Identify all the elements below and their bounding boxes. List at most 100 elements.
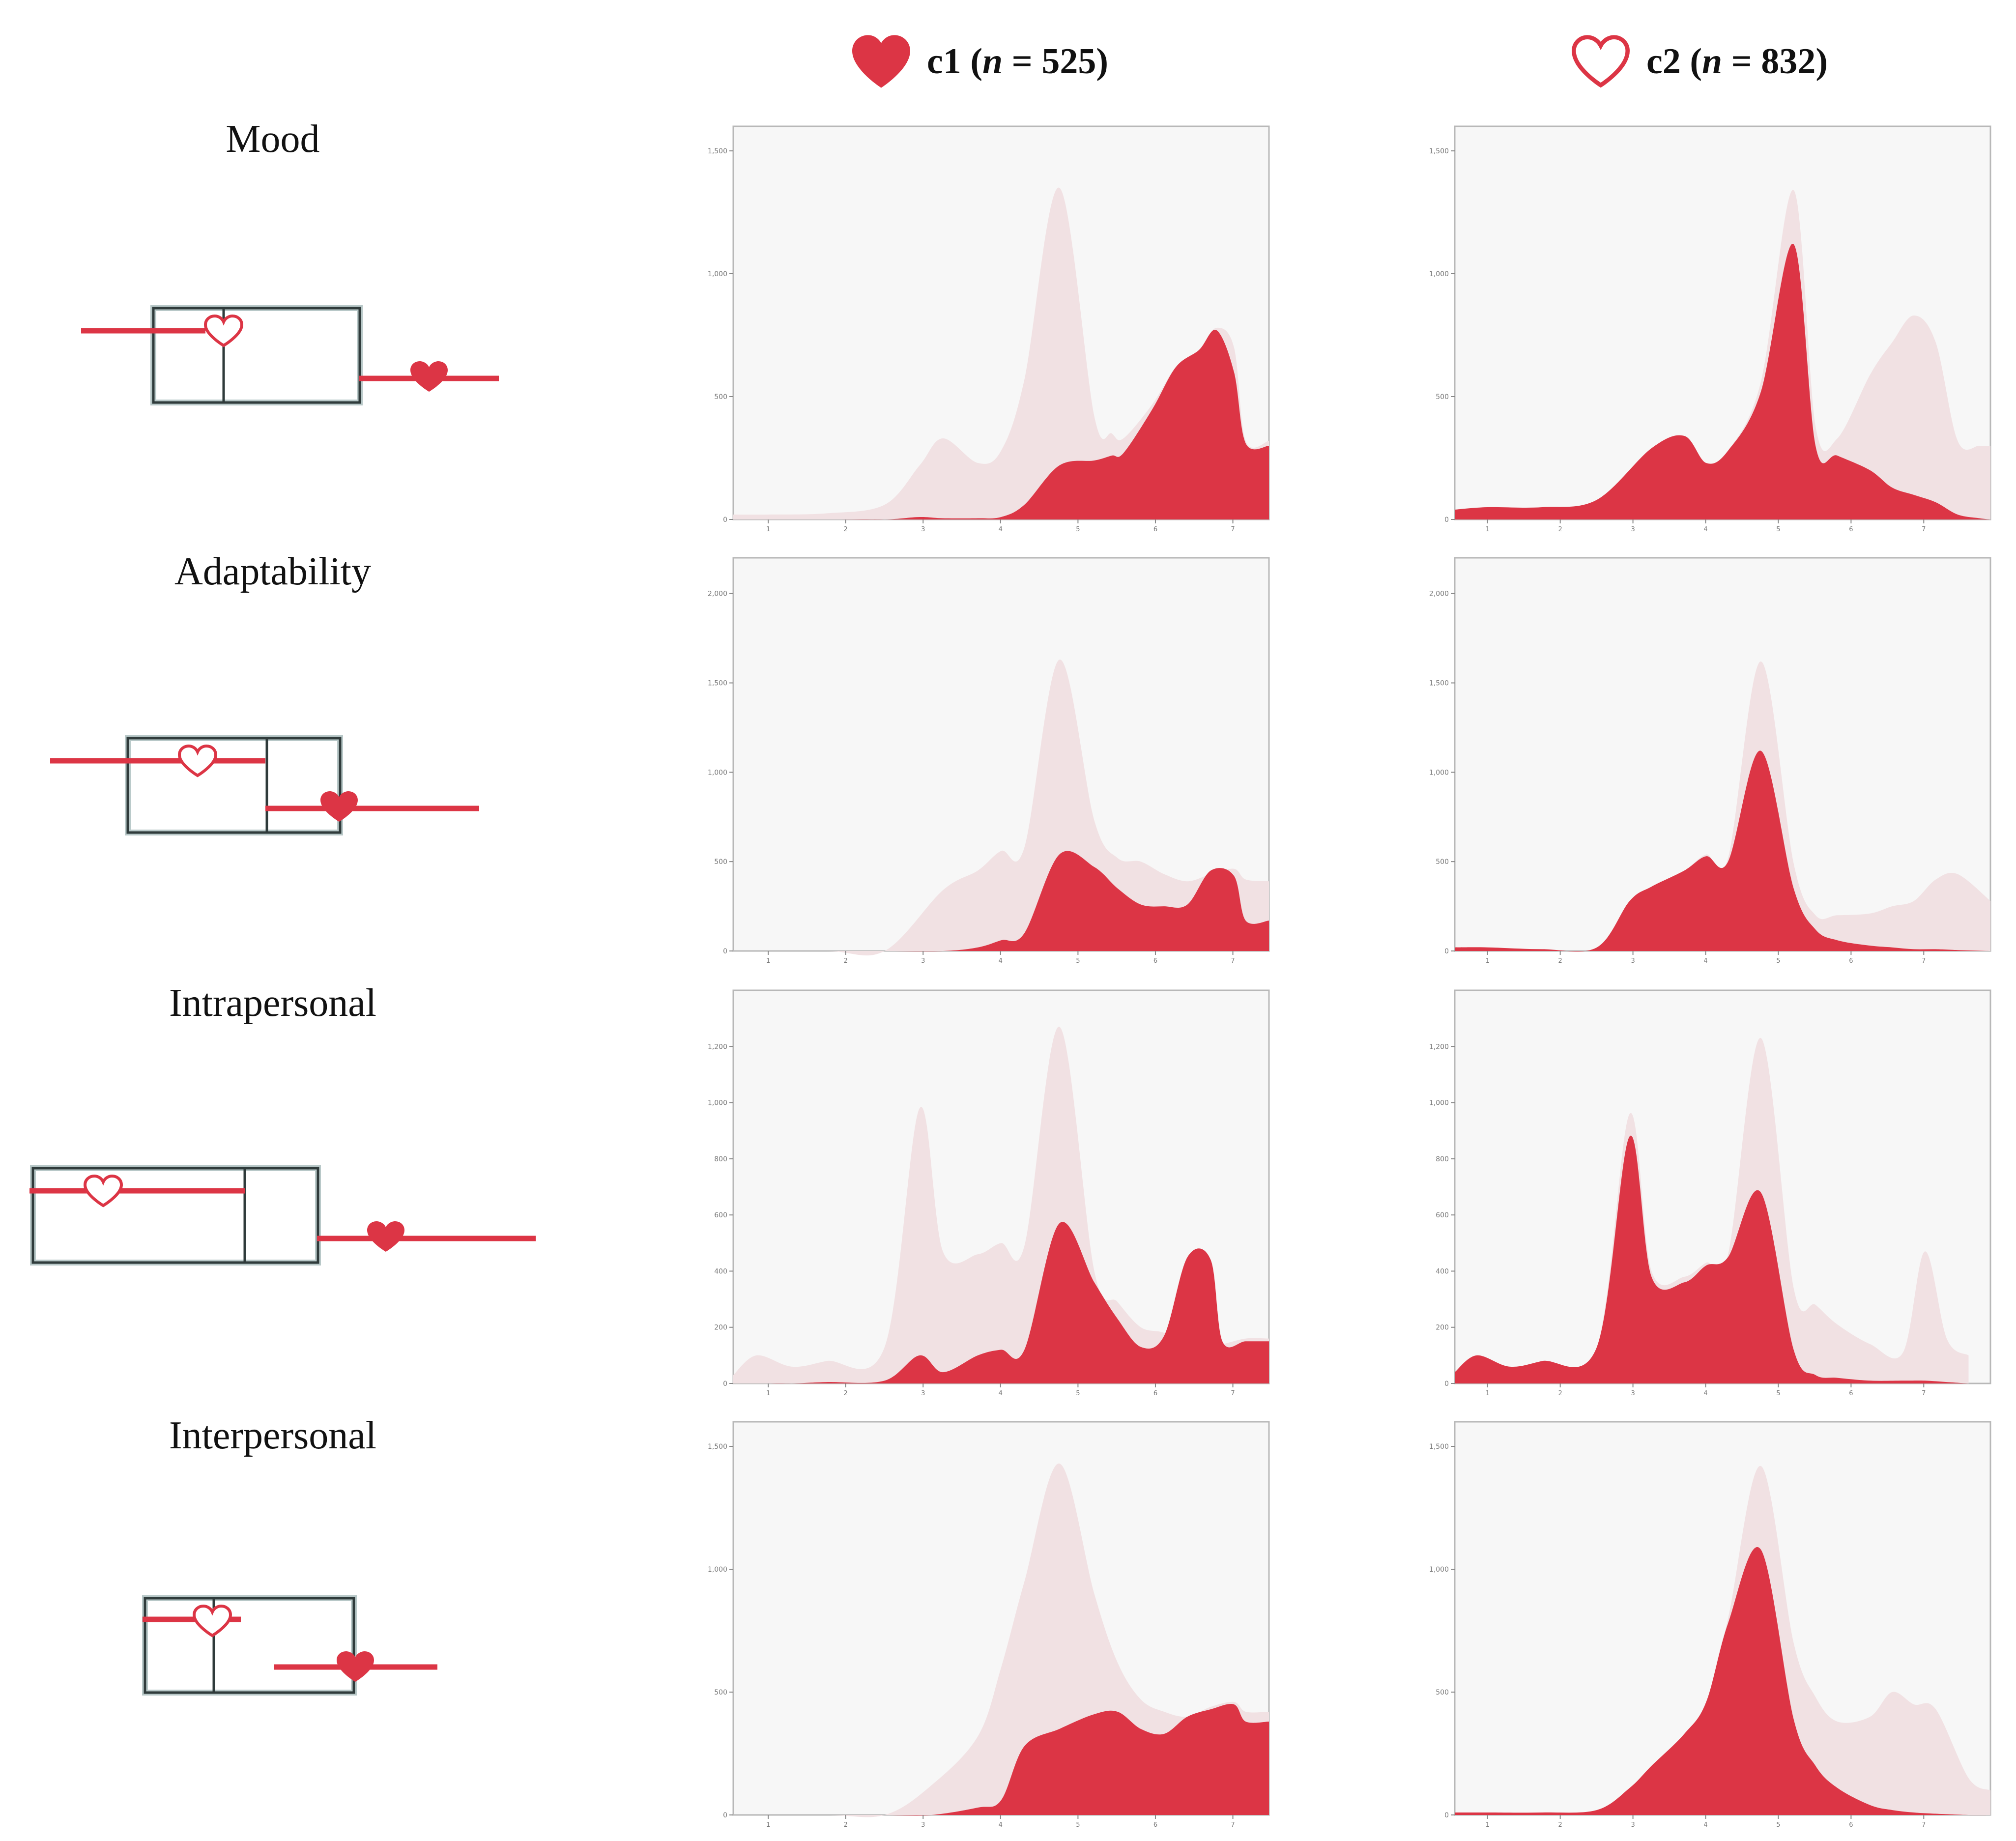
x-tick-label: 5 (1076, 1390, 1080, 1397)
x-tick-label: 4 (999, 957, 1003, 965)
y-tick-label: 1,500 (708, 147, 727, 155)
c2-mean-heart-icon (83, 1174, 123, 1208)
boxplot-intrapersonal (29, 1165, 536, 1266)
c1-mean-heart-icon (410, 361, 448, 392)
cluster-density-area (733, 1222, 1269, 1384)
x-tick-label: 4 (1703, 957, 1707, 965)
x-tick-label: 3 (1631, 1821, 1635, 1829)
x-tick-label: 5 (1076, 526, 1080, 533)
boxplot-mood (81, 305, 499, 405)
x-tick-label: 5 (1076, 957, 1080, 965)
x-tick-label: 4 (999, 1390, 1003, 1397)
x-tick-label: 5 (1776, 1390, 1780, 1397)
x-tick-label: 2 (844, 1821, 848, 1829)
column-header-c1: c1 (n = 525) (849, 32, 1108, 90)
x-tick-label: 6 (1153, 1821, 1157, 1829)
y-tick-label: 500 (1436, 393, 1449, 401)
x-tick-label: 1 (766, 526, 770, 533)
x-tick-label: 1 (766, 1390, 770, 1397)
y-tick-label: 1,500 (1429, 680, 1449, 688)
cluster-density-area (733, 329, 1269, 520)
y-tick-label: 1,000 (708, 270, 727, 278)
row-title-adaptability: Adaptability (174, 550, 371, 593)
y-tick-label: 800 (1436, 1155, 1449, 1163)
x-tick-label: 2 (1558, 1821, 1562, 1829)
y-tick-label: 800 (714, 1155, 727, 1163)
x-tick-label: 3 (1631, 957, 1635, 965)
y-tick-label: 1,000 (1429, 769, 1449, 777)
y-tick-label: 1,000 (708, 1566, 727, 1574)
x-tick-label: 5 (1776, 957, 1780, 965)
c2-mean-heart-icon (192, 1604, 232, 1638)
y-tick-label: 1,000 (708, 1099, 727, 1107)
x-tick-label: 6 (1153, 1390, 1157, 1397)
y-tick-label: 500 (1436, 858, 1449, 866)
x-tick-label: 3 (921, 1821, 925, 1829)
x-tick-label: 7 (1922, 1821, 1926, 1829)
x-tick-label: 6 (1849, 957, 1853, 965)
y-tick-label: 0 (723, 948, 727, 955)
column-header-c2: c2 (n = 832) (1569, 32, 1828, 90)
cluster-density-area (733, 1703, 1269, 1816)
y-tick-label: 500 (714, 393, 727, 401)
y-tick-label: 0 (1444, 1380, 1449, 1388)
x-tick-label: 7 (1231, 957, 1235, 965)
x-tick-label: 3 (1631, 526, 1635, 533)
y-tick-label: 200 (1436, 1324, 1449, 1332)
x-tick-label: 1 (1486, 957, 1490, 965)
x-tick-label: 1 (1486, 1390, 1490, 1397)
boxplot-interpersonal (142, 1595, 437, 1696)
y-tick-label: 1,500 (708, 680, 727, 688)
y-tick-label: 500 (714, 1689, 727, 1697)
x-tick-label: 6 (1849, 1821, 1853, 1829)
y-tick-label: 0 (1444, 948, 1449, 955)
x-tick-label: 7 (1231, 1821, 1235, 1829)
y-tick-label: 200 (714, 1324, 727, 1332)
overall-density-area (733, 660, 1269, 956)
x-tick-label: 7 (1922, 957, 1926, 965)
x-tick-label: 6 (1849, 1390, 1853, 1397)
y-tick-label: 1,200 (708, 1043, 727, 1051)
y-tick-label: 1,000 (1429, 1099, 1449, 1107)
x-tick-label: 6 (1153, 526, 1157, 533)
x-tick-label: 5 (1076, 1821, 1080, 1829)
x-tick-label: 3 (921, 957, 925, 965)
density-chart-intrapersonal-c1: 0 200 400 600 800 1,000 1,200 1 2 3 4 5 6 7 (708, 989, 1270, 1397)
cluster-density-area (1455, 244, 1990, 519)
x-tick-label: 4 (1703, 1821, 1707, 1829)
x-tick-label: 7 (1922, 526, 1926, 533)
y-tick-label: 0 (723, 516, 727, 524)
y-tick-label: 1,500 (1429, 147, 1449, 155)
x-tick-label: 3 (921, 1390, 925, 1397)
overall-density-area (1455, 190, 1990, 519)
x-tick-label: 5 (1776, 526, 1780, 533)
x-tick-label: 2 (844, 1390, 848, 1397)
y-tick-label: 1,000 (1429, 1566, 1449, 1574)
x-tick-label: 7 (1231, 526, 1235, 533)
density-chart-adaptability-c1: 0 500 1,000 1,500 2,000 1 2 3 4 5 6 7 (708, 557, 1270, 965)
cluster-density-area (1455, 750, 1990, 952)
x-tick-label: 6 (1849, 526, 1853, 533)
y-tick-label: 2,000 (708, 590, 727, 598)
y-tick-label: 500 (1436, 1689, 1449, 1697)
cluster-density-area (733, 851, 1269, 951)
c2-mean-heart-icon (203, 314, 244, 347)
c1-mean-heart-icon (367, 1221, 404, 1252)
density-chart-interpersonal-c2: 0 500 1,000 1,500 1 2 3 4 5 6 7 (1429, 1421, 1991, 1829)
heart-filled-icon (852, 35, 910, 88)
y-tick-label: 0 (1444, 1812, 1449, 1819)
x-tick-label: 2 (1558, 526, 1562, 533)
density-chart-intrapersonal-c2: 0 200 400 600 800 1,000 1,200 1 2 3 4 5 6 7 (1429, 989, 1991, 1397)
y-tick-label: 0 (723, 1380, 727, 1388)
x-tick-label: 1 (766, 1821, 770, 1829)
density-chart-mood-c1: 0 500 1,000 1,500 1 2 3 4 5 6 7 (708, 125, 1270, 533)
x-tick-label: 6 (1153, 957, 1157, 965)
y-tick-label: 1,200 (1429, 1043, 1449, 1051)
cluster-density-area (1455, 1135, 1969, 1383)
y-tick-label: 1,500 (1429, 1443, 1449, 1451)
x-tick-label: 4 (999, 1821, 1003, 1829)
row-title-mood: Mood (226, 117, 320, 161)
y-tick-label: 1,000 (1429, 270, 1449, 278)
cluster-density-area (1455, 1547, 1990, 1815)
x-tick-label: 2 (844, 957, 848, 965)
